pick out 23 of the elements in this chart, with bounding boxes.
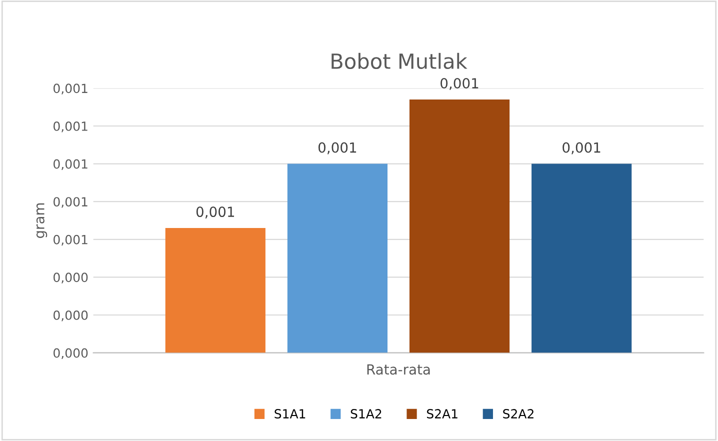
chart-title: Bobot Mutlak bbox=[332, 52, 468, 70]
bar bbox=[287, 164, 388, 353]
x-tick-label: Rata-rata bbox=[367, 364, 430, 375]
legend-label: S1A2 bbox=[350, 409, 382, 419]
y-tick-label: 0,001 bbox=[54, 159, 88, 170]
data-label: 0,001 bbox=[318, 142, 356, 154]
y-tick-label: 0,001 bbox=[54, 234, 88, 246]
y-tick-label: 0,001 bbox=[54, 197, 88, 208]
bar bbox=[409, 100, 510, 353]
data-label: 0,001 bbox=[562, 142, 600, 154]
y-tick-label: 0,001 bbox=[54, 84, 88, 94]
y-axis-title: gram bbox=[36, 203, 48, 238]
bar bbox=[532, 164, 632, 353]
y-tick-label: 0,000 bbox=[54, 272, 88, 284]
legend-label: S1A1 bbox=[274, 409, 306, 419]
legend-label: S2A2 bbox=[503, 409, 534, 419]
y-tick-label: 0,001 bbox=[54, 121, 88, 132]
data-label: 0,001 bbox=[440, 78, 478, 90]
y-tick-label: 0,000 bbox=[54, 348, 88, 359]
bar bbox=[165, 228, 266, 353]
legend-label: S2A1 bbox=[426, 409, 458, 419]
data-label: 0,001 bbox=[196, 206, 234, 218]
y-tick-label: 0,000 bbox=[54, 310, 88, 322]
